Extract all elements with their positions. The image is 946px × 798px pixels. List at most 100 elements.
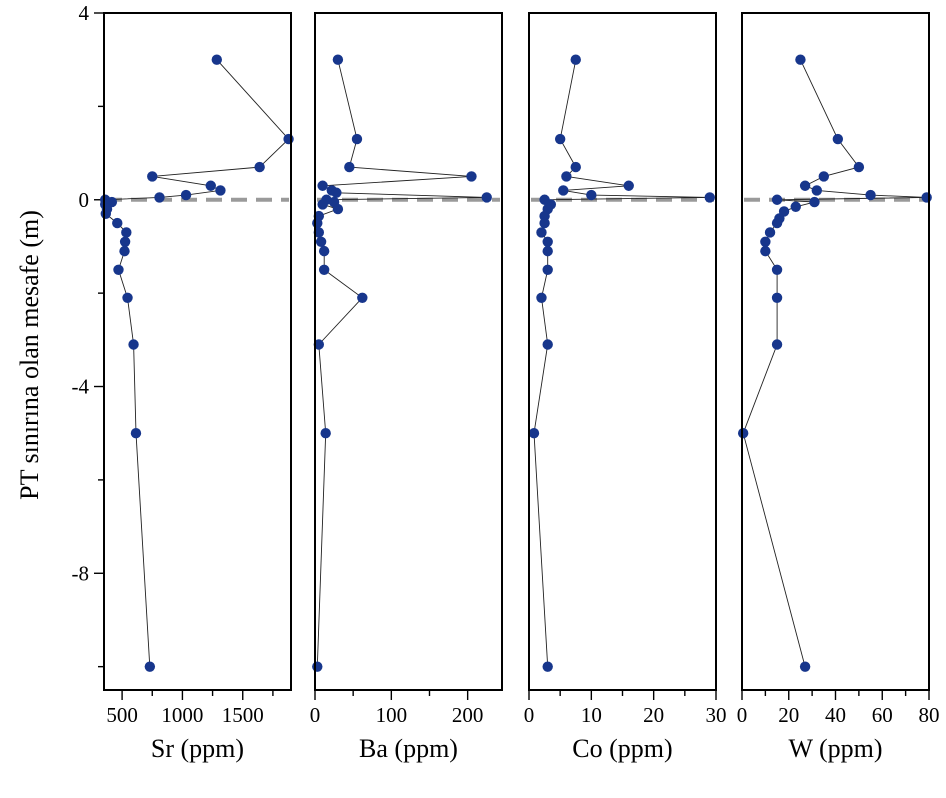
x-axis-label: Sr (ppm) (151, 734, 244, 763)
x-tick-label: 0 (524, 703, 535, 727)
x-tick-label: 30 (706, 703, 727, 727)
x-tick-label: 1500 (222, 703, 264, 727)
data-point (283, 133, 294, 145)
data-point (144, 661, 156, 672)
panel-frame (528, 12, 717, 691)
data-point (147, 171, 158, 182)
y-tick-label: 4 (79, 1, 90, 25)
data-point (332, 203, 344, 215)
data-point (771, 292, 783, 304)
data-point (853, 161, 865, 173)
y-axis-label: PT sınırına olan mesafe (m) (15, 210, 44, 500)
data-point (542, 661, 553, 672)
panel-frame (314, 12, 503, 691)
y-tick-label: -4 (72, 375, 90, 399)
data-point (332, 54, 344, 65)
y-tick-label: 0 (79, 188, 90, 212)
x-tick-label: 0 (737, 703, 748, 727)
data-point (317, 180, 328, 191)
data-point (771, 339, 783, 350)
y-tick-label: -8 (72, 561, 90, 585)
x-tick-label: 20 (643, 703, 664, 727)
x-tick-label: 200 (452, 703, 484, 727)
data-point (921, 192, 932, 203)
data-point (771, 217, 783, 229)
data-point (318, 264, 330, 275)
x-tick-label: 60 (872, 703, 893, 727)
data-point (122, 292, 133, 304)
x-tick-label: 1000 (161, 703, 203, 727)
data-point (799, 661, 811, 672)
data-point (536, 227, 547, 238)
x-tick-label: 20 (778, 703, 799, 727)
data-point (811, 185, 822, 196)
data-point (795, 54, 806, 65)
data-point (315, 236, 327, 247)
data-point (313, 227, 325, 238)
panel-4: 0 20 40 60 80 W (ppm) (737, 12, 940, 763)
panel-1: 500 1000 1500 Sr (ppm) (100, 12, 294, 763)
data-point (542, 339, 553, 350)
data-point (180, 189, 192, 201)
data-point (764, 227, 776, 238)
data-point (128, 339, 139, 350)
y-axis: 4 0 -4 -8 (72, 1, 104, 668)
data-point (100, 208, 112, 219)
x-tick-label: 100 (376, 703, 408, 727)
data-point (570, 54, 581, 65)
x-axis-label: Ba (ppm) (359, 734, 458, 763)
data-point (865, 189, 876, 201)
data-point (542, 245, 553, 257)
data-point (331, 187, 342, 198)
data-point (704, 192, 715, 203)
data-point (771, 264, 783, 275)
data-line (533, 59, 710, 667)
data-point (561, 171, 572, 182)
data-point (320, 428, 331, 439)
data-point (809, 196, 820, 208)
data-point (254, 161, 265, 173)
x-tick-label: 40 (825, 703, 846, 727)
x-axis-label: Co (ppm) (572, 734, 672, 763)
data-point (112, 217, 123, 229)
data-point (539, 217, 550, 229)
data-point (536, 292, 547, 304)
data-point (790, 201, 801, 212)
data-point (312, 217, 323, 229)
data-point (211, 54, 223, 65)
data-point (832, 133, 844, 145)
data-point (205, 180, 216, 191)
data-point (771, 194, 783, 205)
panel-frame (103, 12, 292, 691)
panel-3: 0 10 20 30 Co (ppm) (524, 12, 727, 763)
data-point (760, 245, 771, 257)
data-point (318, 245, 330, 257)
x-tick-label: 500 (106, 703, 138, 727)
data-point (799, 180, 811, 191)
data-point (528, 428, 540, 439)
data-point (313, 339, 325, 350)
x-tick-label: 80 (919, 703, 940, 727)
data-point (466, 171, 477, 182)
data-point (542, 236, 553, 247)
data-point (130, 428, 142, 439)
x-tick-label: 0 (310, 703, 321, 727)
x-axis-label: W (ppm) (788, 734, 882, 763)
panel-frame (741, 12, 930, 691)
data-line (742, 59, 927, 667)
data-point (121, 227, 132, 238)
data-line (316, 59, 487, 667)
data-point (760, 236, 771, 247)
data-point (357, 292, 368, 304)
data-point (215, 185, 226, 196)
data-point (312, 661, 323, 672)
data-point (119, 245, 130, 257)
data-point (818, 171, 830, 182)
data-point (481, 192, 492, 203)
data-point (558, 185, 569, 196)
data-point (154, 192, 165, 203)
x-tick-label: 10 (581, 703, 602, 727)
data-point (570, 161, 581, 173)
